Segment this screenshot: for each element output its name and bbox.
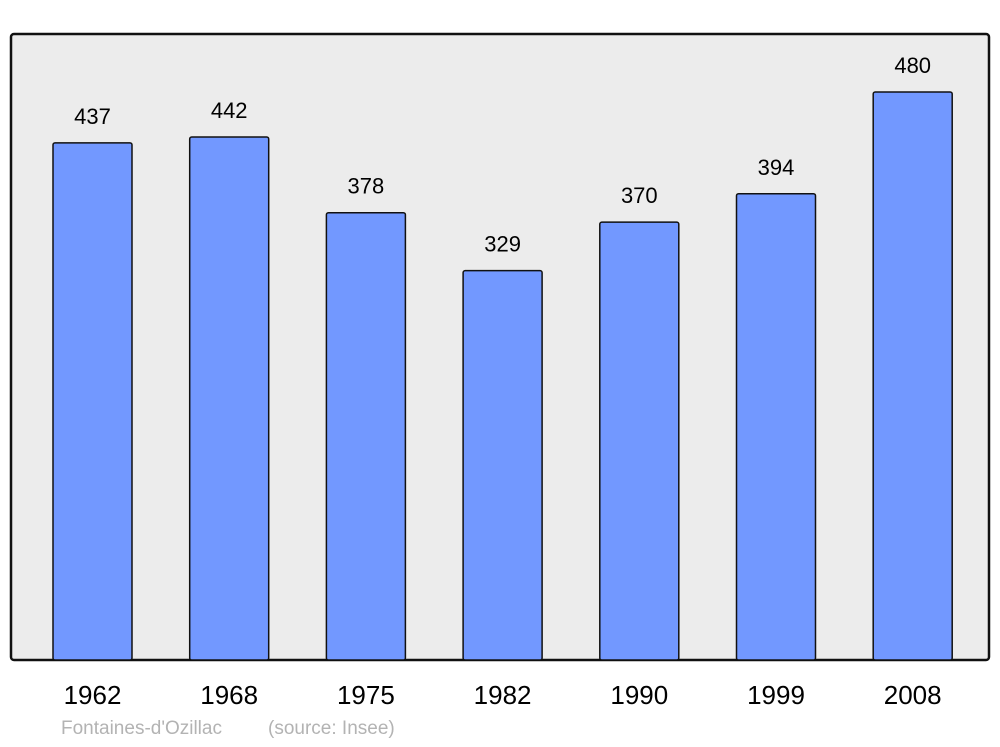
- bar-1968: [188, 136, 270, 661]
- x-tick-label-1968: 1968: [200, 680, 258, 710]
- x-tick-label-1990: 1990: [610, 680, 668, 710]
- data-label-2008: 480: [894, 53, 931, 78]
- data-label-1999: 394: [758, 155, 795, 180]
- bar-1990: [599, 221, 680, 661]
- x-tick-label-1975: 1975: [337, 680, 395, 710]
- x-tick-label-1962: 1962: [64, 680, 122, 710]
- source-note: (source: Insee): [268, 718, 395, 739]
- x-tick-label-1982: 1982: [474, 680, 532, 710]
- place-name: Fontaines-d'Ozillac: [61, 718, 222, 739]
- bar-2008: [872, 91, 953, 661]
- bar-1982: [462, 269, 543, 661]
- data-label-1968: 442: [211, 98, 248, 123]
- x-tick-label-1999: 1999: [747, 680, 805, 710]
- data-label-1975: 378: [348, 174, 385, 199]
- data-label-1990: 370: [621, 183, 658, 208]
- data-label-1982: 329: [484, 232, 521, 257]
- x-tick-label-2008: 2008: [884, 680, 942, 710]
- data-label-1962: 437: [74, 104, 111, 129]
- bar-1975: [325, 211, 407, 661]
- bar-1962: [52, 142, 133, 661]
- bar-1999: [735, 193, 817, 661]
